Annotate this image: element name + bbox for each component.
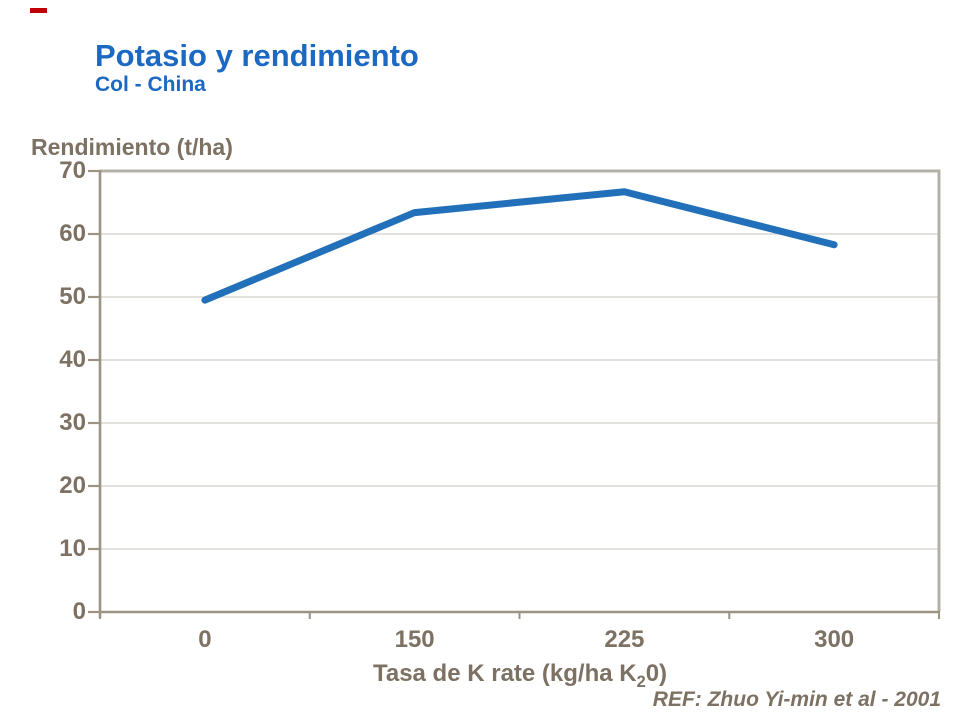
- red-dash-mark: [30, 8, 47, 13]
- chart-title: Potasio y rendimiento: [95, 38, 419, 73]
- plot-border: [100, 169, 941, 612]
- y-tick-label: 60: [59, 220, 86, 247]
- y-tick-label: 20: [59, 472, 86, 499]
- reference-citation: REF: Zhuo Yi-min et al - 2001: [652, 688, 941, 711]
- y-tick-label: 50: [59, 283, 86, 310]
- y-tick-label: 70: [59, 157, 86, 184]
- data-series-line: [201, 188, 838, 304]
- x-axis-title-text: Tasa de K rate (kg/ha K: [372, 660, 637, 687]
- y-tick-label: 40: [59, 346, 86, 373]
- chart-subtitle: Col - China: [95, 73, 206, 96]
- x-tick-label: 300: [814, 626, 855, 653]
- y-tick-label: 30: [59, 409, 86, 436]
- x-axis-title: Tasa de K rate (kg/ha K20): [320, 660, 720, 692]
- y-tick-label: 10: [59, 535, 86, 562]
- x-tick-label: 225: [604, 626, 645, 653]
- x-axis-title-text-end: 0): [645, 660, 668, 687]
- y-axis-title: Rendimiento (t/ha): [31, 134, 233, 160]
- y-tick-label: 0: [72, 598, 86, 625]
- x-axis-title-subscript: 2: [636, 672, 646, 691]
- x-tick-label: 150: [394, 626, 435, 653]
- x-tick-label: 0: [198, 626, 212, 653]
